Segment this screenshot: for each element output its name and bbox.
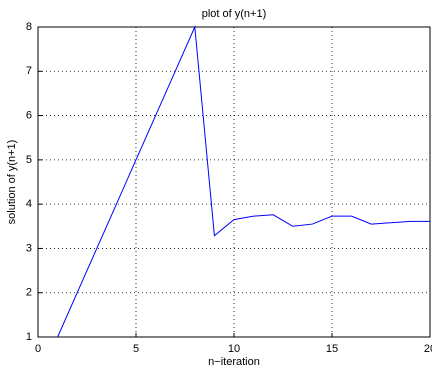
y-tick-label: 6 — [26, 109, 32, 121]
y-tick-label: 4 — [26, 198, 32, 210]
x-tick-label: 5 — [133, 343, 139, 355]
x-axis-label: n−iteration — [208, 356, 260, 368]
chart-title: plot of y(n+1) — [202, 8, 267, 20]
plot-frame — [37, 26, 431, 338]
x-tick-label: 10 — [228, 343, 240, 355]
y-tick-label: 1 — [26, 331, 32, 343]
y-tick-label: 3 — [26, 242, 32, 254]
y-tick-label: 7 — [26, 65, 32, 77]
y-tick-label: 5 — [26, 154, 32, 166]
y-axis-label: solution of y(n+1) — [6, 140, 18, 225]
x-tick-label: 0 — [35, 343, 41, 355]
y-tick-label: 2 — [26, 287, 32, 299]
x-tick-label: 20 — [424, 343, 432, 355]
x-tick-label: 15 — [326, 343, 338, 355]
y-tick-label: 8 — [26, 21, 32, 33]
line — [57, 25, 430, 338]
